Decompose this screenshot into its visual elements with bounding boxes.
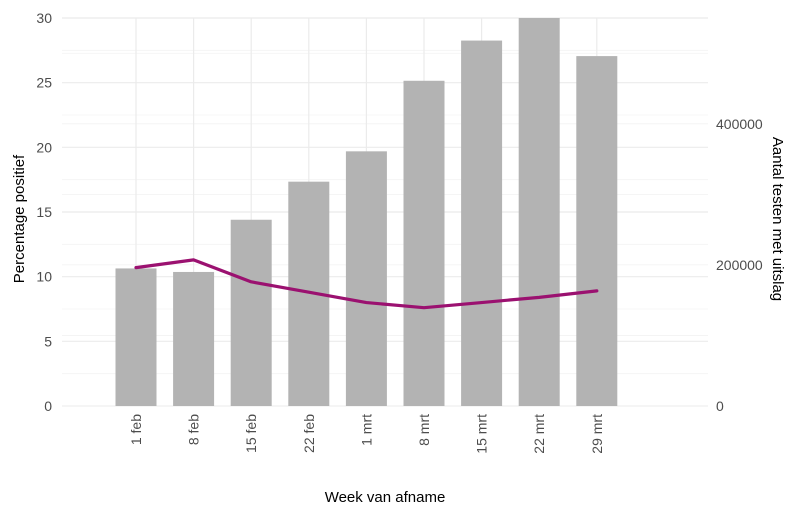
bar	[461, 40, 503, 406]
bar	[518, 18, 560, 406]
x-axis-ticks: 1 feb 8 feb 15 feb 22 feb 1 mrt 8 mrt 15 mrt 22…	[128, 414, 605, 454]
y2-axis-title: Aantal testen met uitslag	[769, 137, 786, 301]
y-tick-label: 15	[36, 204, 52, 220]
y2-tick-label: 200000	[716, 257, 763, 273]
y-tick-label: 0	[44, 398, 52, 414]
bar	[173, 271, 215, 406]
x-tick-label: 22 mrt	[531, 414, 547, 454]
y-tick-label: 20	[36, 139, 52, 155]
x-tick-label: 29 mrt	[589, 414, 605, 454]
x-tick-label: 15 feb	[243, 414, 259, 453]
right-axis-ticks: 0 200000 400000	[716, 116, 763, 414]
y-tick-label: 30	[36, 10, 52, 26]
x-axis-title: Week van afname	[325, 489, 446, 506]
x-tick-label: 1 mrt	[358, 414, 374, 446]
bar	[230, 219, 272, 406]
line-series	[134, 258, 599, 310]
line-path	[134, 258, 599, 310]
bar-series	[115, 18, 618, 407]
y2-tick-label: 400000	[716, 116, 763, 132]
y-axis-title: Percentage positief	[11, 154, 28, 283]
bar	[403, 80, 445, 406]
y2-tick-label: 0	[716, 398, 724, 414]
x-tick-label: 22 feb	[301, 414, 317, 453]
y-tick-label: 5	[44, 333, 52, 349]
bar	[345, 151, 387, 406]
x-tick-label: 8 mrt	[416, 414, 432, 446]
y-tick-label: 10	[36, 269, 52, 285]
x-tick-label: 1 feb	[128, 414, 144, 445]
x-tick-label: 15 mrt	[474, 414, 490, 454]
left-axis-ticks: 0 5 10 15 20 25 30	[36, 10, 52, 414]
bar	[576, 56, 618, 407]
x-tick-label: 8 feb	[186, 414, 202, 445]
bar	[115, 268, 157, 406]
y-tick-label: 25	[36, 75, 52, 91]
